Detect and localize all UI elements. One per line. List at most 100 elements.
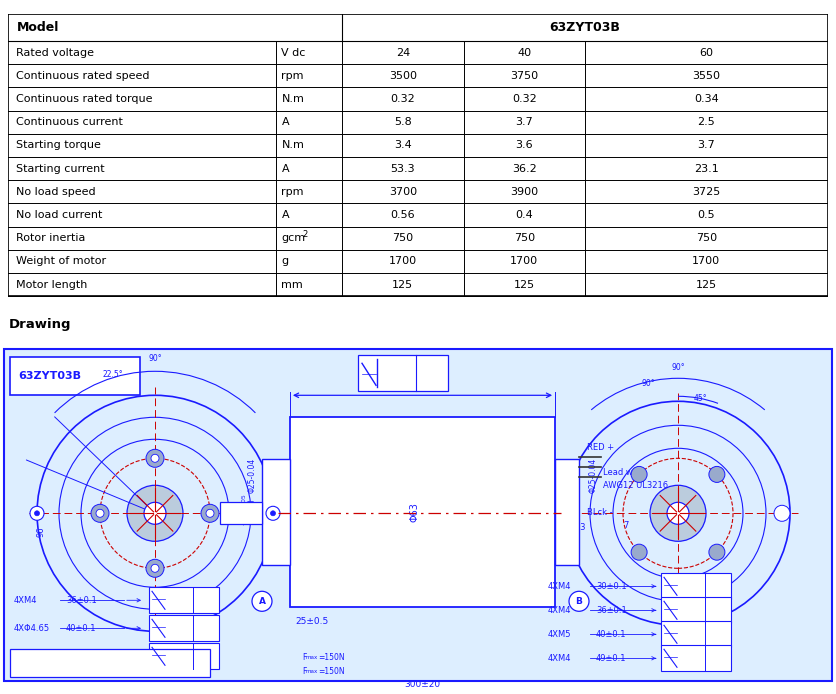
- Text: N.m: N.m: [282, 94, 304, 104]
- Text: 0.32: 0.32: [512, 94, 537, 104]
- Text: A: A: [713, 629, 719, 638]
- Text: 0.2: 0.2: [167, 652, 180, 661]
- Text: 0.2: 0.2: [679, 606, 692, 615]
- Text: 750: 750: [696, 233, 716, 243]
- Bar: [262, 459, 290, 566]
- Text: =150N: =150N: [318, 667, 344, 676]
- Bar: [661, 621, 731, 648]
- Bar: [220, 502, 262, 524]
- Text: mm: mm: [282, 280, 303, 289]
- Text: 0.2: 0.2: [679, 654, 692, 663]
- Text: Dimensions in mm: Dimensions in mm: [18, 659, 102, 668]
- Text: 4XM4: 4XM4: [14, 595, 38, 604]
- Bar: [149, 587, 219, 613]
- Bar: [290, 417, 555, 607]
- Text: 2.5: 2.5: [697, 117, 715, 127]
- Text: 63ZYT03B: 63ZYT03B: [18, 371, 81, 381]
- Text: 0.34: 0.34: [694, 94, 719, 104]
- Text: 125: 125: [696, 280, 716, 289]
- Text: 25±0.5: 25±0.5: [295, 617, 329, 626]
- Text: No load speed: No load speed: [17, 187, 96, 197]
- Text: 40±0.1: 40±0.1: [596, 629, 626, 638]
- Text: 750: 750: [513, 233, 535, 243]
- Text: 3900: 3900: [510, 187, 538, 197]
- Text: 53.3: 53.3: [390, 164, 415, 174]
- Text: 40: 40: [517, 48, 531, 58]
- Text: g: g: [282, 257, 288, 266]
- Circle shape: [252, 591, 272, 611]
- Text: A: A: [713, 654, 719, 663]
- Text: 22.5°: 22.5°: [103, 371, 124, 380]
- Text: 0: 0: [269, 504, 274, 513]
- Text: Drawing: Drawing: [8, 318, 71, 331]
- Text: Φ25-0.04: Φ25-0.04: [247, 457, 257, 493]
- Text: B: B: [201, 624, 206, 633]
- Text: 0.03: 0.03: [382, 369, 402, 378]
- Text: 125±0.8: 125±0.8: [401, 380, 443, 390]
- Text: 7: 7: [623, 520, 629, 530]
- Text: Weight of motor: Weight of motor: [17, 257, 106, 266]
- Text: 125: 125: [392, 280, 413, 289]
- Text: A: A: [713, 606, 719, 615]
- Text: Rated voltage: Rated voltage: [17, 48, 94, 58]
- Bar: [555, 459, 579, 566]
- Text: 3.7: 3.7: [515, 117, 533, 127]
- Text: max: max: [306, 669, 319, 674]
- Text: A: A: [420, 369, 426, 378]
- Text: Φ25-0.04: Φ25-0.04: [589, 457, 598, 493]
- Text: 1700: 1700: [510, 257, 538, 266]
- Text: AWG12 UL3216: AWG12 UL3216: [603, 481, 668, 490]
- Text: 63ZYT03B: 63ZYT03B: [549, 21, 620, 34]
- Text: BLck -: BLck -: [587, 508, 613, 517]
- Text: 4XM4: 4XM4: [548, 582, 572, 591]
- Text: 3.6: 3.6: [515, 140, 533, 151]
- Text: 36±0.1: 36±0.1: [596, 606, 627, 615]
- Text: 2-0.3: 2-0.3: [269, 523, 291, 532]
- Circle shape: [34, 511, 39, 516]
- Text: Continuous current: Continuous current: [17, 117, 124, 127]
- Text: 45°: 45°: [693, 394, 706, 403]
- Text: 24: 24: [395, 48, 410, 58]
- Circle shape: [631, 466, 647, 482]
- Text: 36±0.1: 36±0.1: [66, 595, 97, 604]
- Text: 49±0.1: 49±0.1: [596, 654, 626, 663]
- Circle shape: [146, 559, 164, 577]
- Text: 300±20: 300±20: [405, 680, 441, 689]
- Text: No load current: No load current: [17, 210, 103, 220]
- Text: Φ8: Φ8: [247, 498, 257, 509]
- Text: A: A: [282, 210, 289, 220]
- Text: 90°: 90°: [148, 355, 162, 363]
- Circle shape: [201, 505, 219, 523]
- Bar: [149, 643, 219, 669]
- Text: 2-0.3: 2-0.3: [564, 523, 586, 532]
- Text: max: max: [306, 655, 319, 660]
- Text: A: A: [282, 117, 289, 127]
- Text: Starting current: Starting current: [17, 164, 105, 174]
- Text: Continuous rated torque: Continuous rated torque: [17, 94, 153, 104]
- Text: 3.7: 3.7: [697, 140, 715, 151]
- Text: 3725: 3725: [692, 187, 721, 197]
- Text: V dc: V dc: [282, 48, 306, 58]
- Text: 4XΦ4.65: 4XΦ4.65: [14, 624, 50, 633]
- Circle shape: [96, 509, 104, 517]
- Text: 5.8: 5.8: [394, 117, 411, 127]
- Text: F: F: [302, 667, 306, 676]
- Text: gcm: gcm: [282, 233, 306, 243]
- Text: Continuous rated speed: Continuous rated speed: [17, 71, 150, 81]
- Text: 1700: 1700: [692, 257, 721, 266]
- Text: rpm: rpm: [282, 187, 304, 197]
- Text: rpm: rpm: [282, 71, 304, 81]
- Text: A: A: [282, 164, 289, 174]
- Text: 0.5: 0.5: [697, 210, 715, 220]
- Text: 0.32: 0.32: [390, 94, 415, 104]
- Text: Starting torque: Starting torque: [17, 140, 101, 151]
- Text: 0.2: 0.2: [679, 629, 692, 638]
- Text: Φ63: Φ63: [410, 502, 420, 522]
- Text: 3.4: 3.4: [394, 140, 411, 151]
- Text: 90°: 90°: [671, 363, 685, 372]
- Text: 4XM4: 4XM4: [548, 606, 572, 615]
- Text: A: A: [713, 582, 719, 591]
- Text: 3500: 3500: [389, 71, 417, 81]
- Text: 2: 2: [303, 230, 308, 239]
- Text: 3550: 3550: [692, 71, 721, 81]
